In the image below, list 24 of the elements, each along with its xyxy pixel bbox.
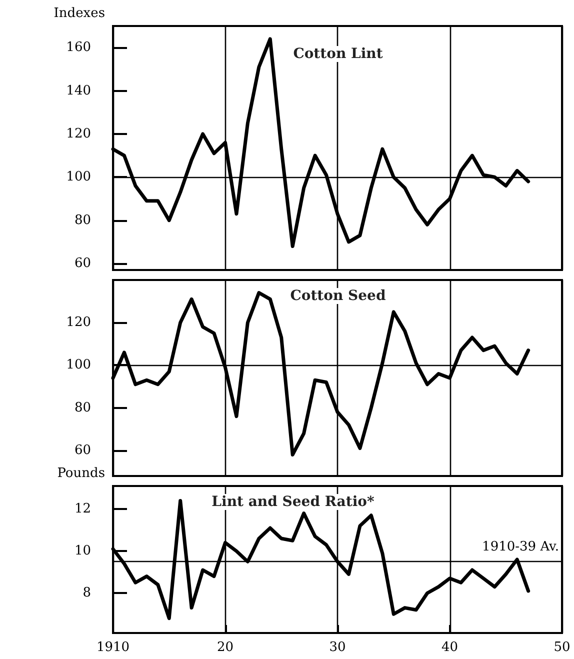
y-tick-label: 60 (74, 442, 91, 458)
text: Cotton Lint (293, 46, 384, 62)
y-tick-label: 140 (66, 83, 91, 98)
x-tick-label: 40 (441, 640, 458, 655)
y-tick-label: 120 (66, 315, 91, 330)
x-tick-label: 50 (554, 640, 570, 655)
y-tick-label: 80 (74, 400, 91, 416)
x-tick-label: 1910 (96, 640, 130, 655)
y-tick-label: 100 (66, 170, 91, 185)
y-axis-title: Pounds (57, 466, 105, 481)
y-tick-label: 160 (66, 40, 91, 56)
y-tick-label: 60 (74, 256, 91, 272)
text: Cotton Seed (290, 288, 386, 304)
text: Lint and Seed Ratio* (212, 494, 376, 510)
x-tick-label: 20 (216, 640, 234, 655)
y-tick-label: 12 (74, 502, 91, 517)
y-axis-title: Indexes (54, 6, 105, 21)
y-tick-label: 120 (66, 126, 91, 142)
y-tick-label: 100 (66, 358, 91, 373)
ref-line-label: 1910-39 Av. (482, 540, 559, 555)
x-tick-label: 30 (329, 640, 346, 655)
y-tick-label: 8 (82, 586, 91, 601)
y-tick-label: 10 (74, 544, 91, 559)
y-tick-label: 80 (74, 212, 91, 228)
